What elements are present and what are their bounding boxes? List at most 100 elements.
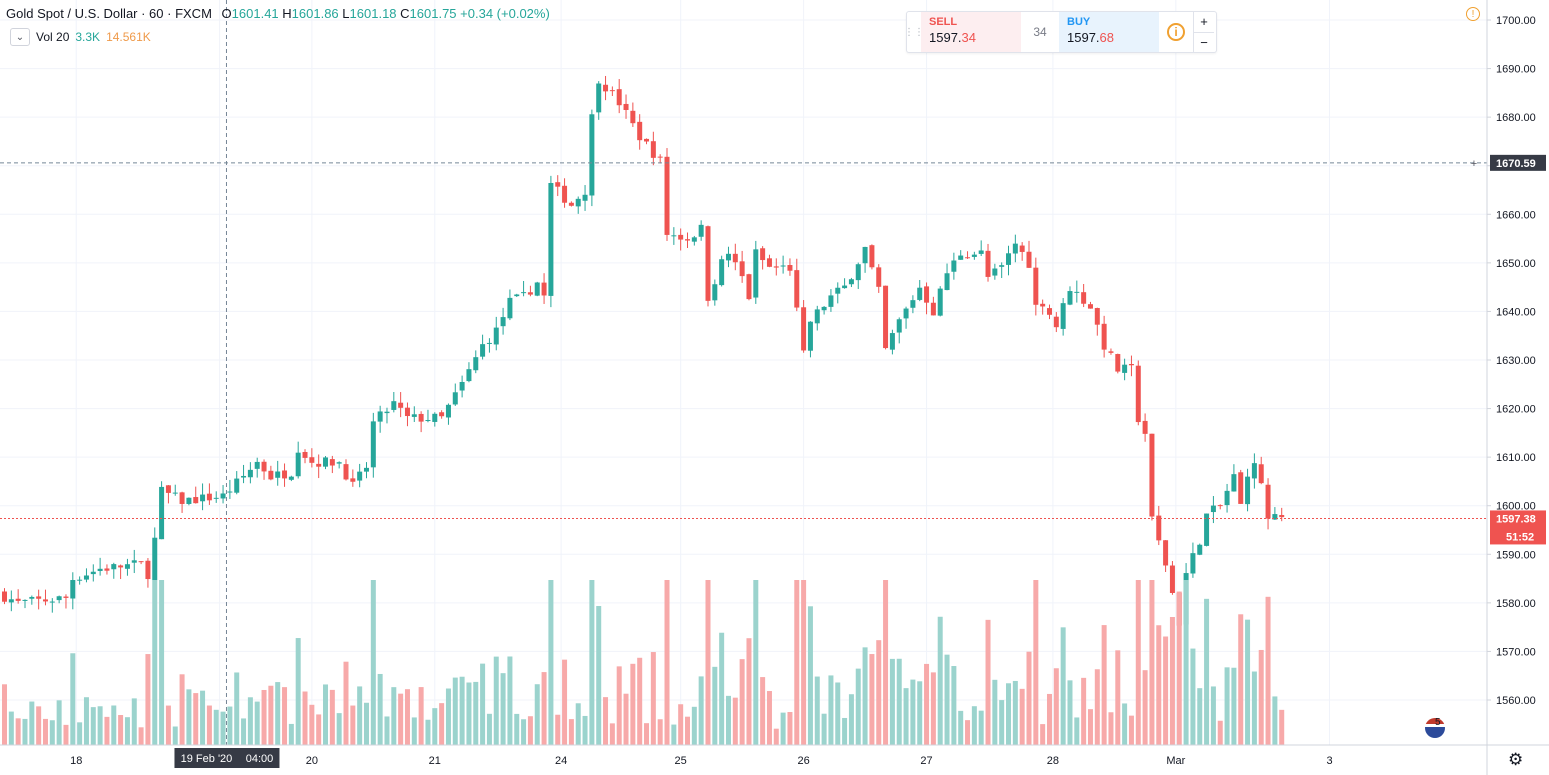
info-button[interactable]: i <box>1159 12 1193 52</box>
volume-bar <box>992 679 998 745</box>
candle-body <box>343 464 349 480</box>
candle-body <box>111 564 117 570</box>
alert-icon[interactable]: ! <box>1466 7 1480 21</box>
volume-bar <box>1272 696 1278 745</box>
buy-button[interactable]: BUY 1597.68 <box>1059 12 1159 52</box>
candle <box>1231 464 1237 492</box>
candle-body <box>623 103 629 110</box>
candle-body <box>978 250 984 254</box>
candle-body <box>398 402 404 408</box>
crosshair-price-bg <box>1490 154 1546 171</box>
volume-bar <box>719 632 725 745</box>
volume-bar <box>616 666 622 745</box>
volume-bar <box>1108 712 1114 745</box>
event-flag-icon[interactable]: 5 <box>1425 717 1445 738</box>
volume-bar <box>1169 617 1175 745</box>
candle <box>473 350 479 374</box>
price-tick-label: 1620.00 <box>1496 404 1536 416</box>
volume-bar <box>500 673 506 745</box>
candle <box>685 232 690 248</box>
candle-body <box>1224 490 1230 506</box>
volume-bar <box>493 656 499 745</box>
candle <box>848 277 854 288</box>
volume-bar <box>1006 683 1012 745</box>
candle <box>828 289 834 312</box>
candle-body <box>924 286 930 303</box>
low-label: L <box>342 6 350 21</box>
volume-bar <box>787 712 793 745</box>
candle-body <box>131 560 137 563</box>
candle <box>787 258 793 276</box>
candle <box>179 491 185 513</box>
candle-body <box>350 478 356 482</box>
volume-bar <box>842 717 848 745</box>
volume-bar <box>459 676 465 745</box>
candle <box>801 300 807 353</box>
candle-body <box>1142 420 1148 434</box>
low-value: 1601.18 <box>349 6 397 21</box>
volume-bar <box>36 706 42 745</box>
candle-body <box>1238 472 1244 504</box>
settings-gear-icon[interactable]: ⚙ <box>1508 750 1524 769</box>
volume-bar <box>1046 693 1052 745</box>
candle-body <box>821 306 827 311</box>
open-value: 1601.41 <box>231 6 279 21</box>
candle <box>1238 469 1244 505</box>
candle <box>712 279 718 306</box>
collapse-legend-button[interactable]: ⌄ <box>10 28 30 46</box>
candle <box>753 240 759 304</box>
candle <box>288 475 294 482</box>
candle-body <box>1245 476 1251 505</box>
volume-bar <box>172 726 178 745</box>
buy-sell-panel: ⋮⋮ SELL 1597.34 34 BUY 1597.68 i + − <box>904 11 1217 53</box>
volume-bar <box>247 697 253 745</box>
sell-button[interactable]: SELL 1597.34 <box>921 12 1021 52</box>
candle <box>193 486 199 504</box>
candle <box>336 461 342 469</box>
candle <box>1204 513 1210 547</box>
candle <box>562 178 568 208</box>
symbol-title[interactable]: Gold Spot / U.S. Dollar · 60 · FXCM <box>6 6 212 21</box>
volume-bar <box>521 719 527 745</box>
candle <box>917 279 923 302</box>
candle <box>637 114 643 150</box>
volume-bar <box>179 674 185 745</box>
candle <box>589 109 595 207</box>
candle-body <box>951 260 957 272</box>
candle <box>131 549 137 574</box>
volume-bar <box>678 704 684 745</box>
candle <box>746 273 752 301</box>
volume-bar <box>370 580 376 745</box>
candle-body <box>527 292 533 295</box>
volume-bar <box>855 668 861 745</box>
candle <box>282 463 288 487</box>
candle <box>1135 360 1141 426</box>
candle-body <box>391 401 397 410</box>
sell-label: SELL <box>929 16 958 28</box>
candle-body <box>807 321 813 351</box>
candle <box>1142 413 1148 442</box>
candle-body <box>1067 291 1073 305</box>
volume-bar <box>589 580 595 745</box>
candle <box>295 441 301 479</box>
candle-body <box>568 202 574 206</box>
time-tick-label: 20 <box>306 755 318 767</box>
volume-bar <box>876 640 882 745</box>
candle-body <box>15 598 21 601</box>
increase-button[interactable]: + <box>1194 12 1214 33</box>
candle-body <box>1251 463 1257 479</box>
volume-label[interactable]: Vol 20 <box>36 30 70 44</box>
candle <box>425 409 431 423</box>
volume-bar <box>1101 625 1107 745</box>
candle-body <box>1279 515 1285 518</box>
decrease-button[interactable]: − <box>1200 34 1208 50</box>
candle <box>200 483 206 511</box>
candle-body <box>678 234 684 240</box>
volume-bar <box>1142 670 1148 745</box>
candle-body <box>241 475 247 478</box>
time-tick-label: Mar <box>1166 755 1185 767</box>
candle-body <box>323 457 329 467</box>
candle-body <box>944 273 950 291</box>
drag-handle-icon[interactable]: ⋮⋮ <box>904 26 924 38</box>
